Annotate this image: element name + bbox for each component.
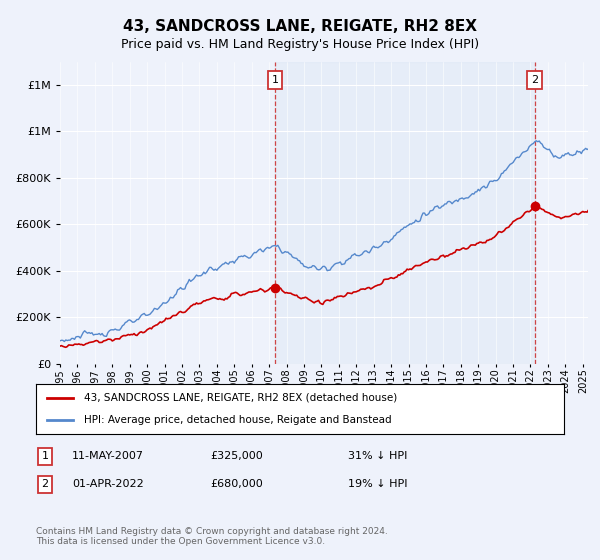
Text: 31% ↓ HPI: 31% ↓ HPI bbox=[348, 451, 407, 461]
Text: £680,000: £680,000 bbox=[210, 479, 263, 489]
Text: 11-MAY-2007: 11-MAY-2007 bbox=[72, 451, 144, 461]
Text: 2: 2 bbox=[531, 75, 538, 85]
Text: £325,000: £325,000 bbox=[210, 451, 263, 461]
Text: 01-APR-2022: 01-APR-2022 bbox=[72, 479, 144, 489]
Text: 1: 1 bbox=[271, 75, 278, 85]
Bar bbox=[275, 62, 535, 364]
Text: 2: 2 bbox=[41, 479, 49, 489]
Text: Price paid vs. HM Land Registry's House Price Index (HPI): Price paid vs. HM Land Registry's House … bbox=[121, 38, 479, 50]
Text: Contains HM Land Registry data © Crown copyright and database right 2024.
This d: Contains HM Land Registry data © Crown c… bbox=[36, 526, 388, 546]
Text: 19% ↓ HPI: 19% ↓ HPI bbox=[348, 479, 407, 489]
Text: 1: 1 bbox=[41, 451, 49, 461]
Text: HPI: Average price, detached house, Reigate and Banstead: HPI: Average price, detached house, Reig… bbox=[83, 415, 391, 425]
Text: 43, SANDCROSS LANE, REIGATE, RH2 8EX: 43, SANDCROSS LANE, REIGATE, RH2 8EX bbox=[123, 19, 477, 34]
Text: 43, SANDCROSS LANE, REIGATE, RH2 8EX (detached house): 43, SANDCROSS LANE, REIGATE, RH2 8EX (de… bbox=[83, 393, 397, 403]
